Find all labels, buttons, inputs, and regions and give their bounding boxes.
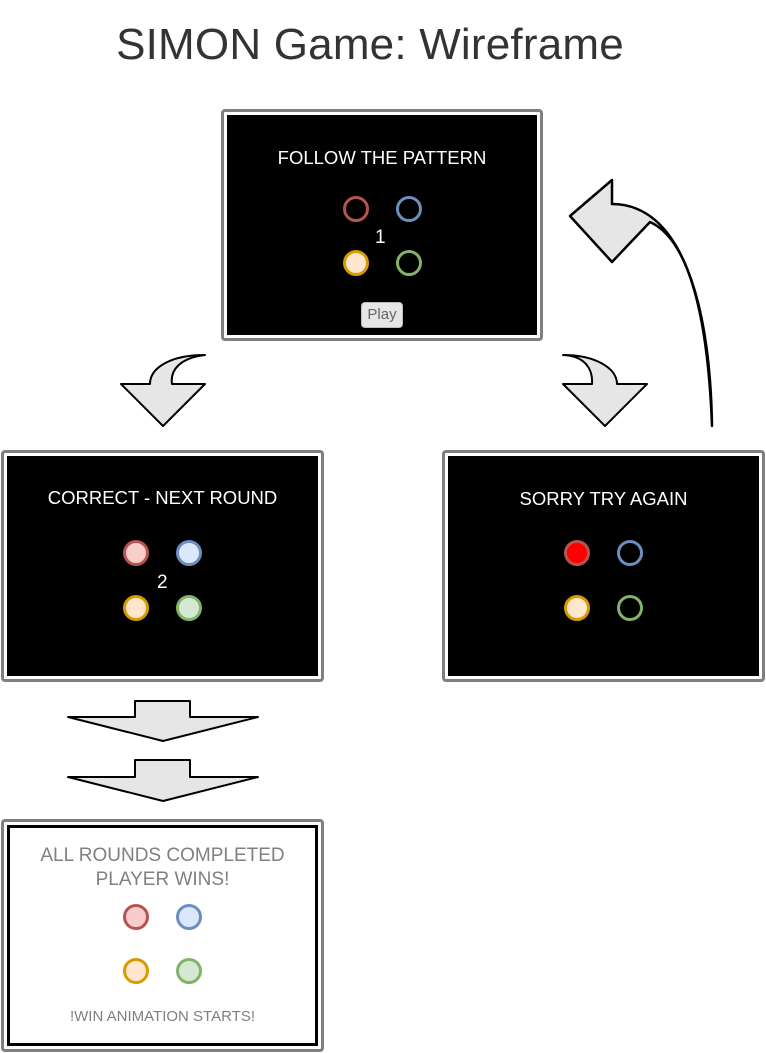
arrow-start-to-wrong — [562, 354, 648, 427]
yellow-button[interactable] — [564, 595, 590, 621]
blue-button[interactable] — [396, 196, 422, 222]
round-counter: 2 — [157, 572, 168, 593]
arrow-retry-to-start — [568, 178, 714, 428]
green-button[interactable] — [396, 250, 422, 276]
arrow-correct-to-win-2 — [67, 759, 259, 802]
play-button[interactable]: Play — [361, 302, 403, 328]
screen-background: CORRECT - NEXT ROUND 2 — [7, 456, 318, 676]
green-button[interactable] — [176, 595, 202, 621]
arrow-correct-to-win-1 — [67, 700, 259, 742]
yellow-button[interactable] — [343, 250, 369, 276]
red-button[interactable] — [343, 196, 369, 222]
screen-background: SORRY TRY AGAIN — [448, 456, 759, 676]
screen-follow-pattern: FOLLOW THE PATTERN 1 Play — [221, 109, 543, 341]
red-button[interactable] — [123, 904, 149, 930]
screen-background: FOLLOW THE PATTERN 1 Play — [227, 115, 537, 335]
screen-heading-line1: ALL ROUNDS COMPLETED — [40, 845, 285, 866]
screen-player-wins: ALL ROUNDS COMPLETED PLAYER WINS! !WIN A… — [1, 819, 324, 1052]
screen-sorry-try-again: SORRY TRY AGAIN — [442, 450, 765, 682]
round-counter: 1 — [375, 227, 386, 248]
diagram-title: SIMON Game: Wireframe — [116, 20, 624, 69]
win-animation-note: !WIN ANIMATION STARTS! — [69, 1008, 255, 1025]
blue-button[interactable] — [176, 904, 202, 930]
arrow-start-to-correct — [120, 354, 206, 427]
screen-heading: FOLLOW THE PATTERN — [277, 147, 487, 168]
green-button[interactable] — [176, 958, 202, 984]
yellow-button[interactable] — [123, 595, 149, 621]
red-button-error[interactable] — [564, 540, 590, 566]
screen-correct-next-round: CORRECT - NEXT ROUND 2 — [1, 450, 324, 682]
screen-heading-line2: PLAYER WINS! — [95, 869, 230, 890]
screen-heading: SORRY TRY AGAIN — [519, 488, 688, 509]
screen-background: ALL ROUNDS COMPLETED PLAYER WINS! !WIN A… — [7, 825, 318, 1046]
blue-button[interactable] — [176, 540, 202, 566]
yellow-button[interactable] — [123, 958, 149, 984]
green-button[interactable] — [617, 595, 643, 621]
screen-heading: CORRECT - NEXT ROUND — [47, 487, 278, 508]
red-button[interactable] — [123, 540, 149, 566]
blue-button[interactable] — [617, 540, 643, 566]
